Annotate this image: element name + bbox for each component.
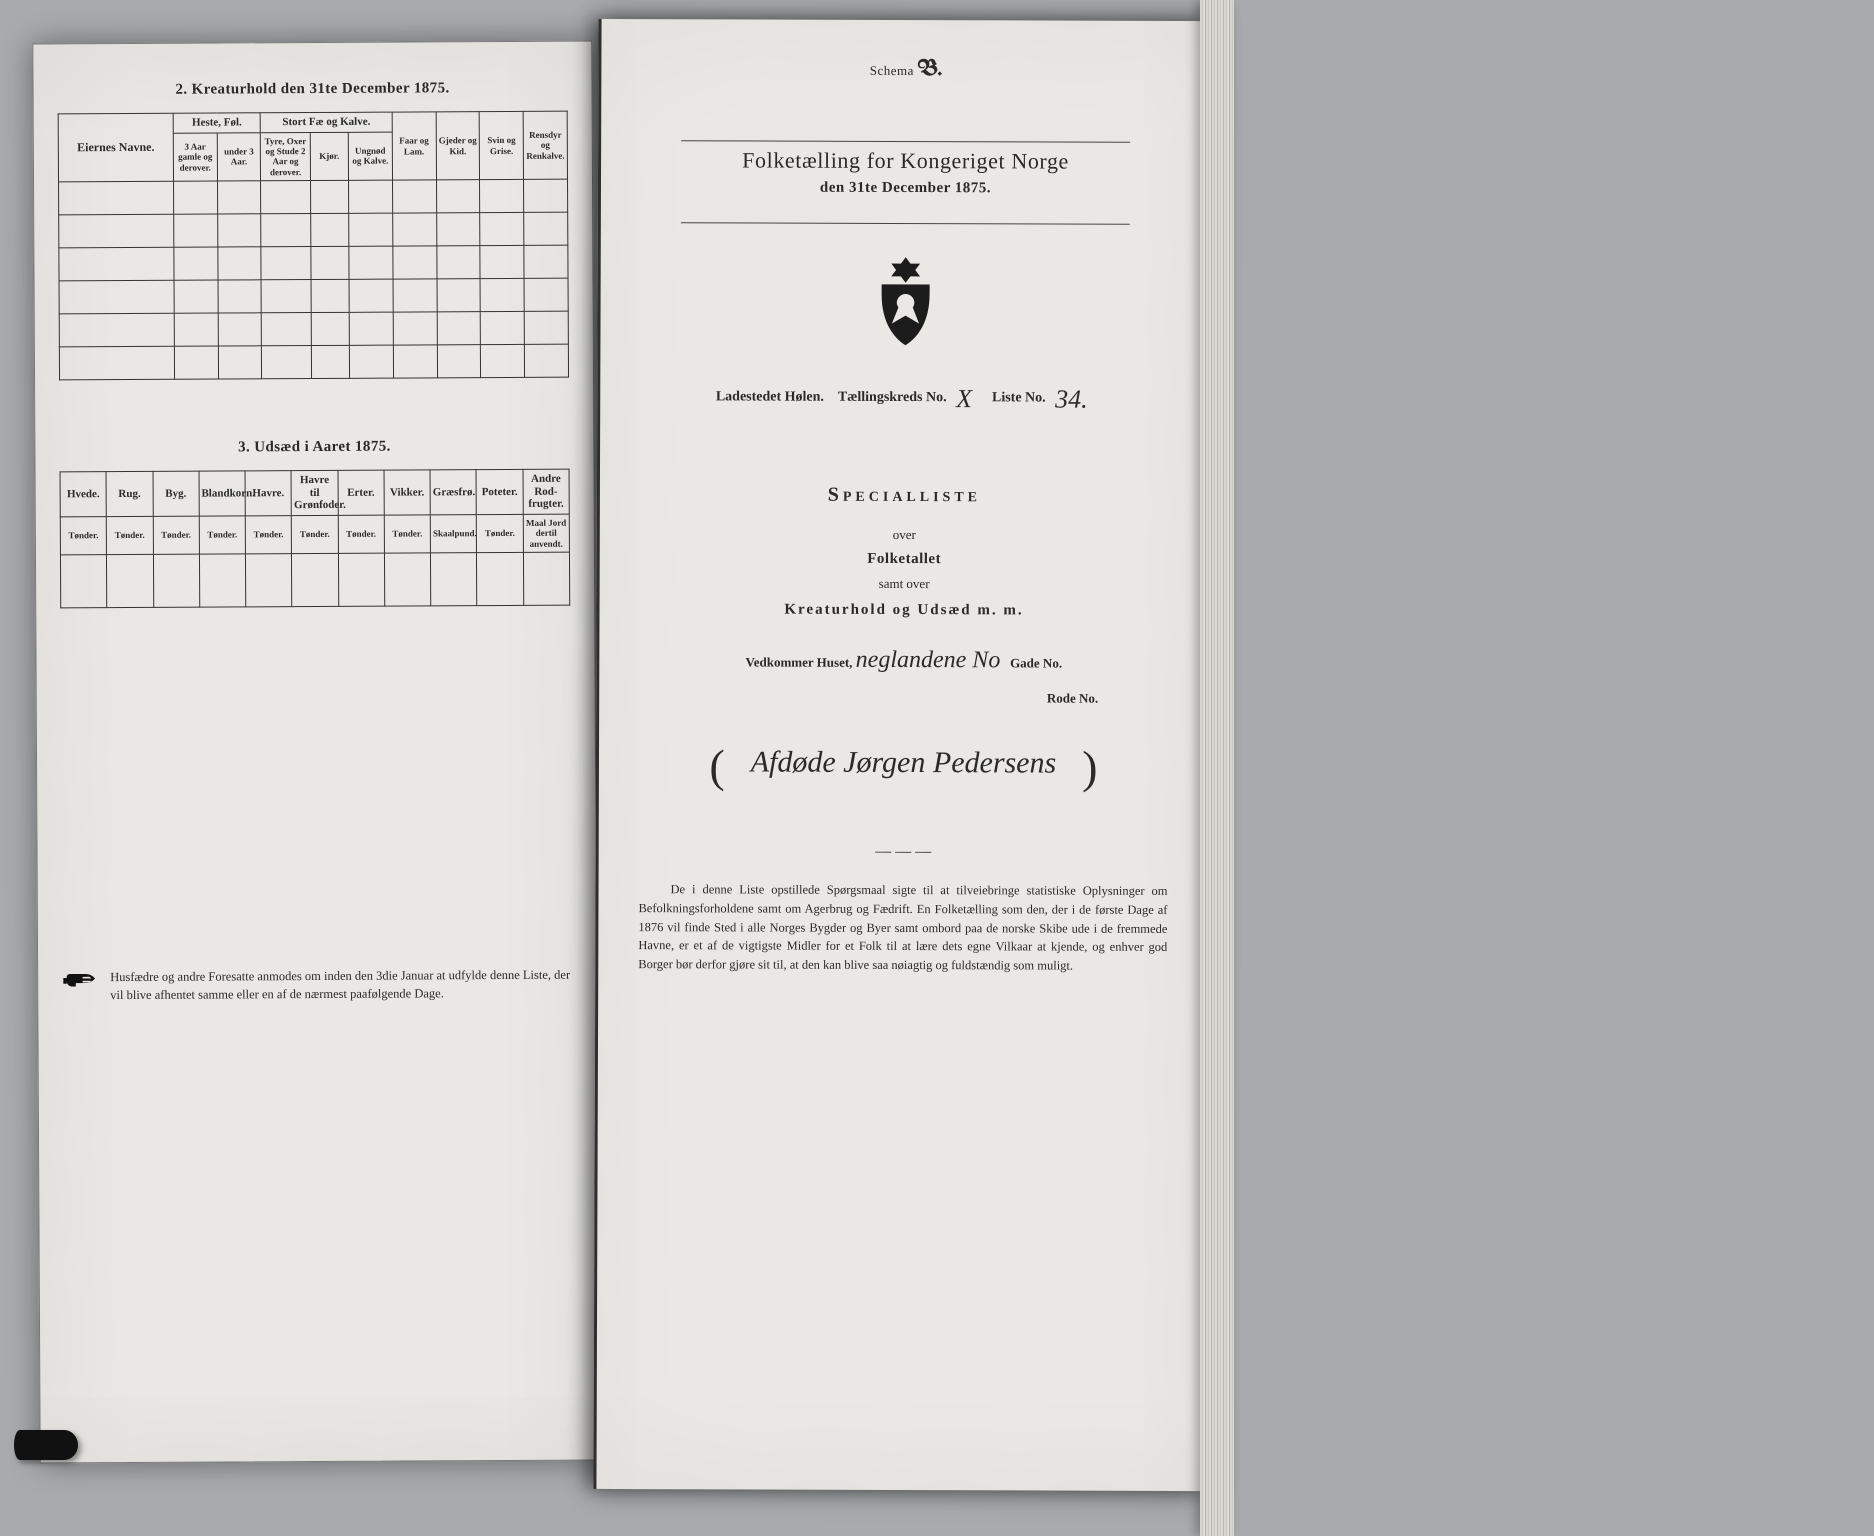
s3-cell-2 xyxy=(153,554,200,607)
s3-unit-10: Maal Jord dertil anvendt. xyxy=(523,514,570,552)
footnote-text: Husfædre og andre Foresatte anmodes om i… xyxy=(110,966,572,1005)
s3-cell-3 xyxy=(199,554,246,607)
s3-col-3: Blandkorn. xyxy=(199,471,246,516)
s3-cell-8 xyxy=(431,553,478,606)
s3-col-5: Havre til Grønfoder. xyxy=(291,470,338,515)
liste-value: 34. xyxy=(1049,385,1094,415)
s3-cell-5 xyxy=(292,553,339,606)
s3-unit-6: Tønder. xyxy=(338,515,384,553)
stort-b: Kjør. xyxy=(310,132,349,181)
s3-col-9: Poteter. xyxy=(476,469,523,514)
rode-line: Rode No. xyxy=(639,689,1168,707)
over-label: over xyxy=(640,526,1169,544)
vedkommer-value: neglandene No xyxy=(856,647,1001,674)
title-rule-bottom xyxy=(681,222,1130,225)
s3-col-7: Vikker. xyxy=(384,470,431,515)
s3-col-2: Byg. xyxy=(153,471,200,516)
col-gjed: Gjeder og Kid. xyxy=(436,112,480,180)
s3-unit-7: Tønder. xyxy=(384,515,430,553)
folketallet-label: Folketallet xyxy=(640,550,1169,569)
s3-cell-7 xyxy=(384,553,431,606)
group-heste: Heste, Føl. xyxy=(173,113,261,133)
schema-label: Schema xyxy=(870,63,914,78)
kreatur-line: Kreaturhold og Udsæd m. m. xyxy=(639,601,1168,620)
s3-col-0: Hvede. xyxy=(60,472,107,517)
liste-label: Liste No. xyxy=(992,390,1046,405)
place-label: Ladestedet Hølen. xyxy=(716,389,824,404)
s3-cell-1 xyxy=(107,554,154,607)
listing-line: Ladestedet Hølen. Tællingskreds No. X Li… xyxy=(640,383,1169,415)
udsaed-table: Hvede.Rug.Byg.Blandkorn.Havre.Havre til … xyxy=(60,469,571,609)
s3-col-1: Rug. xyxy=(106,471,153,516)
footnote-block: Husfædre og andre Foresatte anmodes om i… xyxy=(62,966,572,1005)
scan-frame: 2. Kreaturhold den 31te December 1875. E… xyxy=(0,0,1874,1536)
col-svin: Svin og Grise. xyxy=(480,111,524,179)
col-rens: Rensdyr og Renkalve. xyxy=(523,111,567,179)
specialliste-heading: Specialliste xyxy=(640,483,1169,508)
page-stack-edge xyxy=(1200,0,1234,1536)
kreaturhold-table: Eiernes Navne. Heste, Føl. Stort Fæ og K… xyxy=(58,111,569,381)
s3-unit-9: Tønder. xyxy=(477,514,523,552)
bottom-paragraph: De i denne Liste opstillede Spørgsmaal s… xyxy=(638,880,1167,976)
heste-a: 3 Aar gamle og derover. xyxy=(173,133,217,182)
s3-unit-1: Tønder. xyxy=(107,516,153,554)
section2-title: 2. Kreaturhold den 31te December 1875. xyxy=(57,80,567,100)
col-owner: Eiernes Navne. xyxy=(58,113,173,182)
stort-c: Ungnød og Kalve. xyxy=(348,132,392,181)
census-title: Folketælling for Kongeriget Norge xyxy=(641,147,1170,175)
s3-unit-3: Tønder. xyxy=(199,516,245,554)
vedkommer-label: Vedkommer Huset, xyxy=(746,654,853,669)
samt-over-label: samt over xyxy=(640,575,1169,593)
coat-of-arms-icon xyxy=(863,254,947,350)
group-stort: Stort Fæ og Kalve. xyxy=(261,112,392,132)
stort-a: Tyre, Oxer og Stude 2 Aar og derover. xyxy=(261,132,310,181)
col-faar: Faar og Lam. xyxy=(392,112,436,180)
s3-col-8: Græsfrø. xyxy=(430,470,477,515)
kreds-value: X xyxy=(950,384,978,414)
right-page: Schema B. Folketælling for Kongeriget No… xyxy=(593,19,1210,1491)
s3-unit-2: Tønder. xyxy=(153,516,199,554)
s3-unit-4: Tønder. xyxy=(245,516,291,554)
owner-line: (Afdøde Jørgen Pedersens) xyxy=(639,729,1168,784)
separator-dash: — — — xyxy=(639,842,1168,862)
s3-cell-4 xyxy=(246,554,293,607)
owner-name: Afdøde Jørgen Pedersens xyxy=(725,741,1083,783)
schema-number: B. xyxy=(918,58,942,81)
census-date: den 31te December 1875. xyxy=(641,179,1170,198)
s3-unit-0: Tønder. xyxy=(60,517,106,555)
s3-unit-5: Tønder. xyxy=(292,515,338,553)
s3-col-10: Andre Rod-frugter. xyxy=(523,469,570,514)
heste-b: under 3 Aar. xyxy=(217,132,261,181)
schema-line: Schema B. xyxy=(641,57,1170,82)
s3-cell-9 xyxy=(477,552,524,605)
s3-cell-6 xyxy=(338,553,385,606)
s3-col-4: Havre. xyxy=(245,471,292,516)
s3-unit-8: Skaalpund. xyxy=(430,515,476,553)
s3-cell-10 xyxy=(523,552,570,605)
kreds-label: Tællingskreds No. xyxy=(838,390,947,405)
section3-title: 3. Udsæd i Aaret 1875. xyxy=(59,438,569,458)
rode-label: Rode No. xyxy=(1047,691,1098,706)
title-rule-top xyxy=(681,140,1130,143)
pointing-hand-icon xyxy=(62,970,96,990)
gade-label: Gade No. xyxy=(1010,655,1062,670)
s3-cell-0 xyxy=(60,555,107,608)
left-page: 2. Kreaturhold den 31te December 1875. E… xyxy=(32,41,599,1464)
binder-clip-icon xyxy=(14,1430,78,1460)
vedkommer-line: Vedkommer Huset, neglandene No Gade No. xyxy=(639,646,1168,675)
